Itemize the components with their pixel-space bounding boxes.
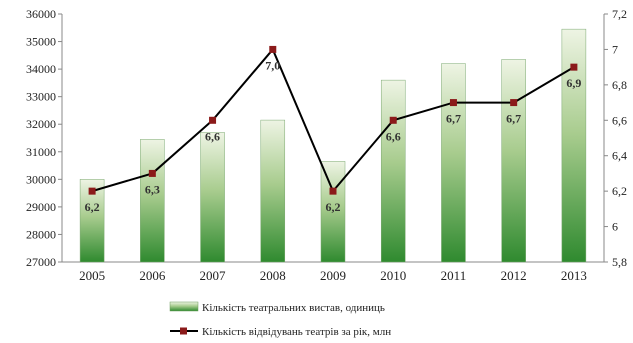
legend-line-marker <box>180 327 187 335</box>
y-left-tick-label: 33000 <box>26 90 56 104</box>
y-left-tick-label: 36000 <box>26 7 56 21</box>
line-point <box>570 63 578 71</box>
y-right-tick-label: 7 <box>612 42 618 56</box>
bar <box>380 79 406 263</box>
line-point <box>209 116 217 124</box>
y-right-tick-label: 6,6 <box>612 113 627 127</box>
data-label: 6,2 <box>326 200 341 214</box>
line-point <box>449 99 457 107</box>
line-point <box>269 45 277 53</box>
y-left-tick-label: 30000 <box>26 172 56 186</box>
bar <box>320 161 346 263</box>
data-label: 6,7 <box>506 112 521 126</box>
data-label: 7,0 <box>265 58 280 72</box>
y-right-tick-label: 5,8 <box>612 255 627 269</box>
x-tick-label: 2007 <box>200 268 227 283</box>
bar <box>441 63 466 263</box>
line-point <box>329 187 337 195</box>
data-label: 6,7 <box>446 112 461 126</box>
line-point <box>389 116 397 124</box>
line-point <box>88 187 96 195</box>
y-left-tick-label: 31000 <box>26 145 56 159</box>
line-point <box>148 169 156 177</box>
y-right-tick-label: 6,8 <box>612 78 627 92</box>
x-tick-label: 2006 <box>139 268 166 283</box>
data-label: 6,9 <box>566 76 581 90</box>
legend-bar-swatch <box>169 301 199 312</box>
data-label: 6,2 <box>85 200 100 214</box>
x-tick-label: 2008 <box>260 268 286 283</box>
bar <box>260 119 286 263</box>
data-label: 6,3 <box>145 182 160 196</box>
x-tick-label: 2012 <box>501 268 527 283</box>
y-right-tick-label: 7,2 <box>612 7 627 21</box>
bar <box>140 139 165 263</box>
y-left-tick-label: 28000 <box>26 227 56 241</box>
line-series <box>88 45 578 195</box>
axes: 27000 28000 29000 30000 31000 32000 33000 34000… <box>26 7 627 283</box>
data-labels: 6,2 6,3 6,6 7,0 6,2 6,6 6,7 6,7 6,9 <box>85 58 582 214</box>
bar <box>501 59 526 263</box>
x-tick-label: 2009 <box>320 268 346 283</box>
x-tick-label: 2010 <box>380 268 406 283</box>
x-tick-label: 2013 <box>561 268 587 283</box>
data-label: 6,6 <box>386 129 401 143</box>
y-right-tick-label: 6 <box>612 220 618 234</box>
data-label: 6,6 <box>205 129 220 143</box>
y-left-tick-label: 35000 <box>26 35 56 49</box>
y-right-tick-label: 6,4 <box>612 149 627 163</box>
x-tick-label: 2005 <box>79 268 105 283</box>
y-left-tick-label: 29000 <box>26 200 56 214</box>
bar <box>200 132 225 263</box>
y-left-tick-label: 34000 <box>26 62 56 76</box>
legend-bar-label: Кількість театральних вистав, одиниць <box>202 302 385 314</box>
y-left-tick-label: 27000 <box>26 255 56 269</box>
bar-series <box>79 28 587 263</box>
y-right-tick-label: 6,2 <box>612 184 627 198</box>
x-tick-label: 2011 <box>441 268 467 283</box>
legend: Кількість театральних вистав, одиниць Кі… <box>169 301 391 338</box>
line-point <box>510 99 518 107</box>
y-left-tick-label: 32000 <box>26 117 56 131</box>
legend-line-label: Кількість відвідувань театрів за рік, мл… <box>202 326 391 338</box>
